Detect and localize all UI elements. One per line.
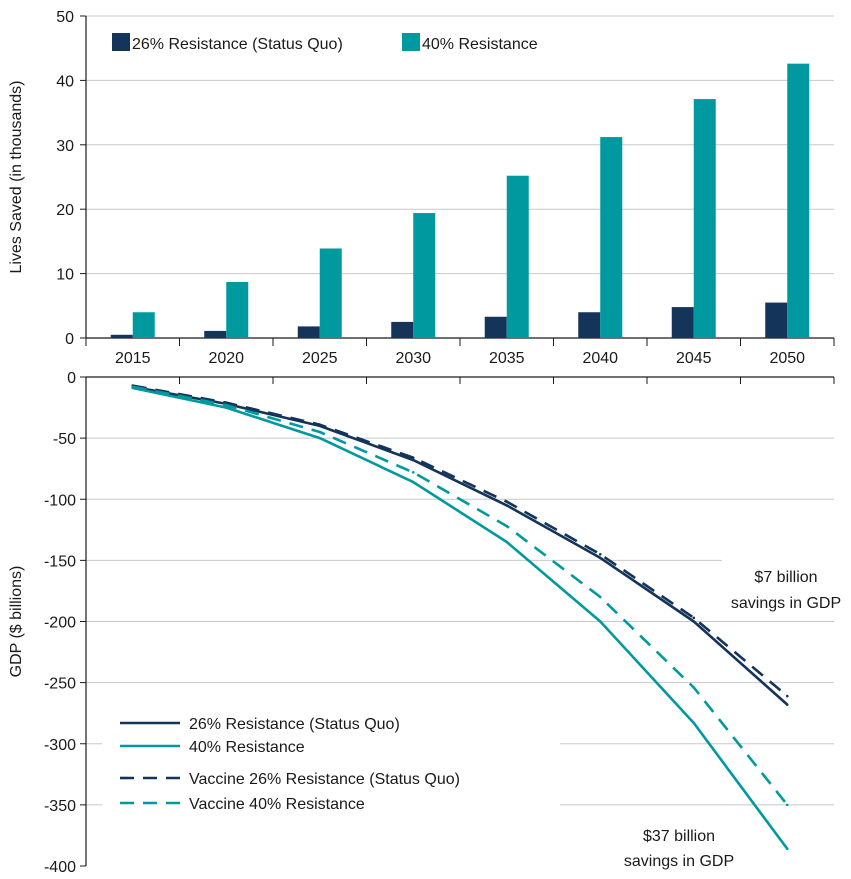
series-status-quo-point [598,556,602,560]
series-status-quo-point [692,620,696,623]
bar-resistance-40-2045 [693,99,716,339]
bar-status-quo-2030 [391,321,414,338]
line-legend-label: Vaccine 26% Resistance (Status Quo) [189,771,460,788]
line-legend-label: Vaccine 40% Resistance [189,796,365,813]
bar-y-axis-title: Lives Saved (in thousands) [8,81,25,274]
bar-legend-label: 26% Resistance (Status Quo) [132,36,343,53]
bar-status-quo-2045 [671,307,694,338]
series-status-quo-point [785,703,789,706]
series-resistance-40-line [132,386,789,850]
bar-x-tick-label: 2020 [208,350,244,367]
series-status-quo-point [411,458,415,462]
series-vaccine-resistance-40-point [318,430,322,434]
line-y-tick-label: -100 [44,492,76,509]
line-y-tick-label: -250 [44,676,76,693]
bar-y-tick-label: 50 [56,9,74,26]
bar-resistance-40-2030 [413,213,436,338]
bar-y-tick-label: 30 [56,138,74,155]
bar-status-quo-2025 [297,326,320,338]
bar-y-tick-label: 40 [56,73,74,90]
bar-resistance-40-2035 [506,175,529,338]
annotation-7-billion-line2: savings in GDP [731,595,841,612]
line-y-tick-label: -350 [44,798,76,815]
line-y-tick-label: -150 [44,553,76,570]
bar-x-tick-label: 2030 [395,350,431,367]
line-y-tick-label: -200 [44,615,76,632]
series-vaccine-resistance-40-point [785,803,789,807]
series-status-quo-point [505,504,509,507]
series-vaccine-status-quo-point [411,456,415,459]
annotation-37-billion-line1: $37 billion [643,828,715,845]
bar-y-tick-label: 10 [56,267,74,284]
bar-x-tick-label: 2025 [302,350,338,367]
bar-status-quo-2020 [204,330,227,338]
series-vaccine-status-quo-point [692,616,696,620]
line-legend-label: 26% Resistance (Status Quo) [189,716,400,733]
series-vaccine-resistance-40-point [692,686,696,689]
annotation-7-billion-line1: $7 billion [754,569,817,586]
bar-legend-swatch [402,33,420,51]
series-vaccine-status-quo-line [132,384,789,698]
bar-x-tick-label: 2035 [489,350,525,367]
line-legend-box [102,706,560,824]
series-resistance-40-point [224,406,228,409]
line-y-tick-label: -50 [53,431,76,448]
series-status-quo-line [132,385,789,706]
bar-resistance-40-2025 [319,248,342,338]
bar-status-quo-2040 [578,312,601,338]
bar-legend-label: 40% Resistance [422,36,538,53]
bar-x-tick-label: 2015 [115,350,151,367]
line-y-tick-label: 0 [67,370,76,387]
bar-status-quo-2050 [765,302,788,338]
series-vaccine-status-quo-point [318,423,322,426]
bar-x-tick-label: 2040 [582,350,618,367]
bar-status-quo-2035 [484,316,507,338]
series-resistance-40-point [692,721,696,725]
bar-resistance-40-2015 [132,312,155,338]
series-vaccine-resistance-40-line [132,385,789,806]
series-vaccine-resistance-40-point [598,595,602,599]
series-resistance-40-point [411,480,415,484]
line-legend-label: 40% Resistance [189,739,305,756]
series-vaccine-resistance-40-point [505,524,509,528]
series-vaccine-status-quo-point [598,552,602,556]
series-resistance-40-point [505,540,509,544]
series-vaccine-resistance-40-point [224,403,228,407]
bar-resistance-40-2040 [600,137,623,338]
series-vaccine-status-quo-point [785,694,789,698]
bar-y-tick-label: 20 [56,202,74,219]
line-y-tick-label: -300 [44,737,76,754]
series-vaccine-resistance-40-point [411,471,415,474]
bar-y-tick-label: 0 [65,331,74,348]
bar-resistance-40-2020 [226,281,249,338]
series-resistance-40-point [318,436,322,440]
series-vaccine-status-quo-point [224,401,228,404]
bar-status-quo-2015 [110,334,133,338]
bar-x-tick-label: 2045 [676,350,712,367]
bar-legend-swatch [112,33,130,51]
annotation-box-top [722,558,851,620]
annotation-box-bottom [606,818,752,878]
bar-legend-box [102,26,578,62]
series-vaccine-resistance-40-point [131,385,135,389]
annotation-37-billion-line2: savings in GDP [624,853,734,870]
bar-x-tick-label: 2050 [769,350,805,367]
series-vaccine-status-quo-point [505,500,509,503]
bar-resistance-40-2050 [787,63,810,338]
line-y-tick-label: -400 [44,859,76,876]
series-resistance-40-point [598,620,602,623]
series-resistance-40-point [785,847,789,851]
line-y-axis-title: GDP ($ billions) [8,566,25,678]
